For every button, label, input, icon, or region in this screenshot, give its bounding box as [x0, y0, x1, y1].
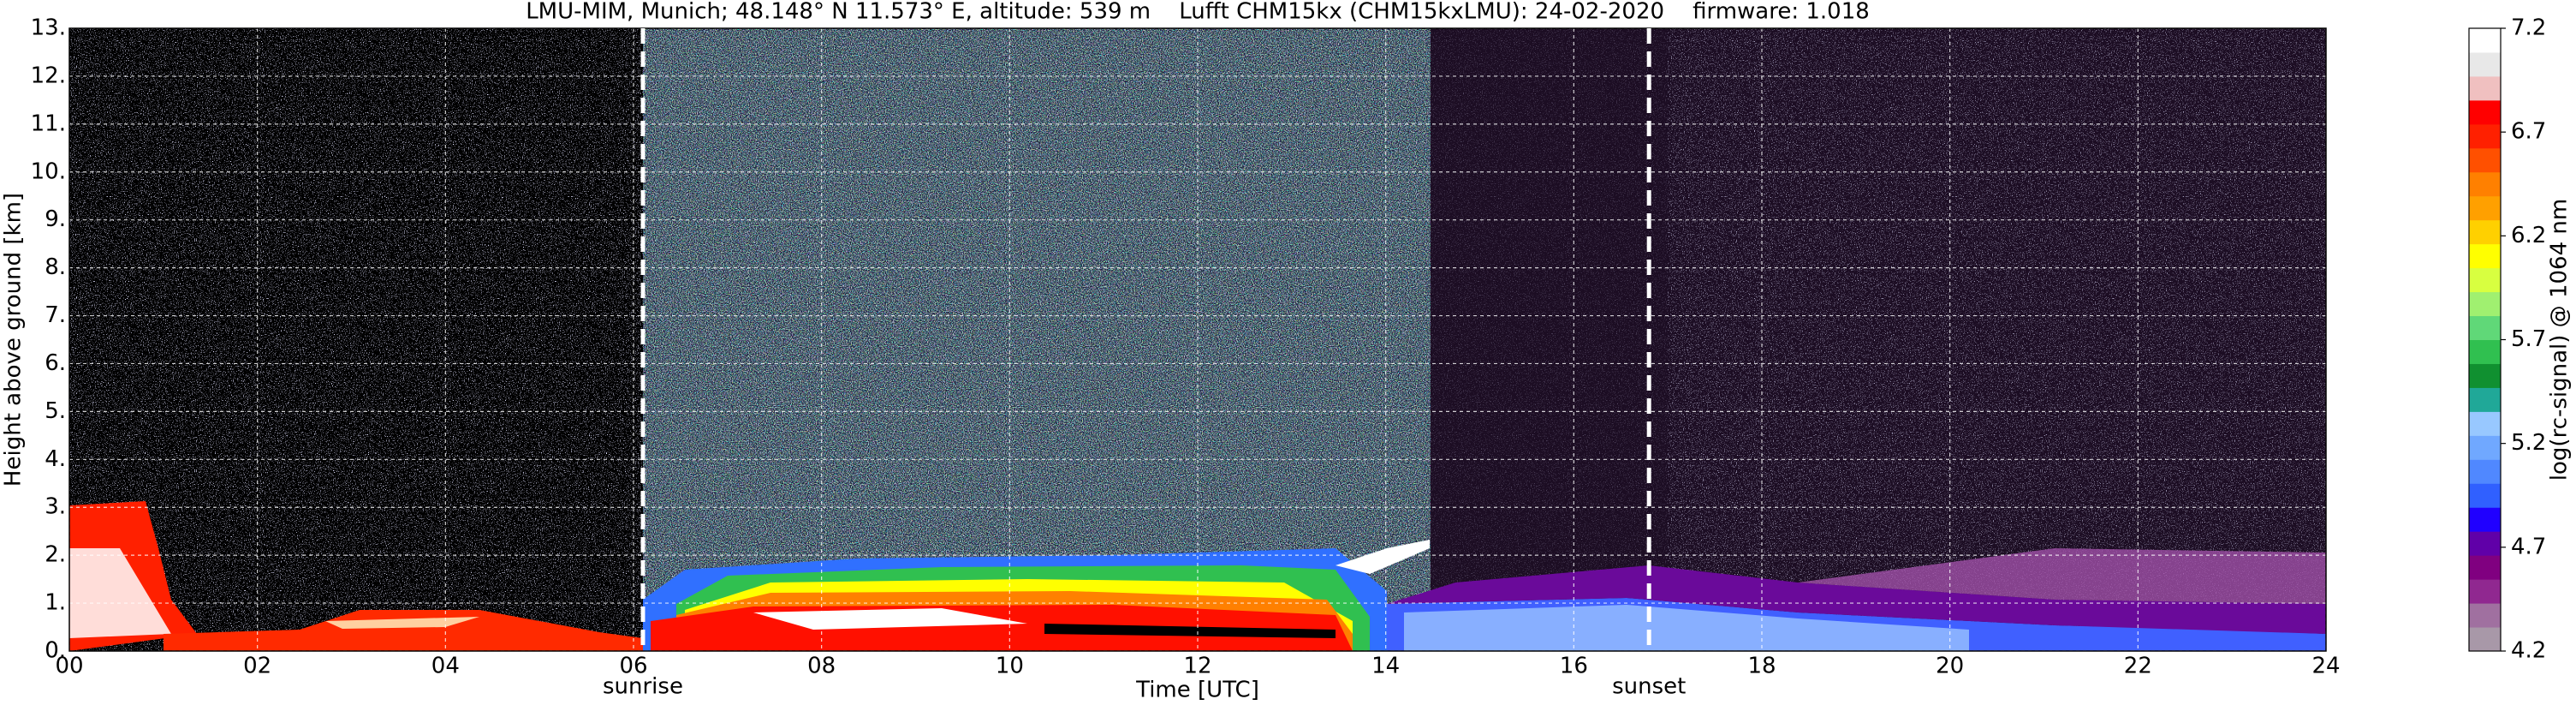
colorbar-tick-label: 6.7	[2511, 119, 2546, 145]
y-tick-label: 11.	[31, 111, 66, 136]
colorbar-swatch	[2469, 28, 2501, 53]
y-tick-label: 0.	[45, 638, 66, 664]
y-tick-label: 6.	[45, 350, 66, 376]
evening-purple	[1387, 565, 2326, 634]
colorbar-swatch	[2469, 291, 2501, 317]
y-axis-label: Height above ground [km]	[1, 193, 27, 487]
colorbar-swatch	[2469, 459, 2501, 484]
band-dark-line	[1044, 624, 1336, 638]
y-tick-label: 2.	[45, 542, 66, 568]
colorbar-swatch	[2469, 411, 2501, 436]
colorbar-swatch	[2469, 339, 2501, 364]
x-tick-label: 16	[1560, 654, 1588, 679]
annotation-label: sunrise	[603, 674, 683, 700]
colorbar-swatch	[2469, 555, 2501, 580]
x-tick-label: 08	[807, 654, 836, 679]
evening-speckle	[1668, 28, 2326, 651]
colorbar-swatch	[2469, 507, 2501, 532]
low-layer	[164, 610, 643, 651]
y-tick-label: 3.	[45, 494, 66, 520]
colorbar-tick-label: 6.2	[2511, 223, 2546, 248]
x-tick-label: 10	[996, 654, 1024, 679]
evening-lightblue	[1404, 605, 1969, 651]
x-tick-label: 00	[55, 654, 83, 679]
y-tick-label: 4.	[45, 446, 66, 472]
x-tick-label: 14	[1371, 654, 1400, 679]
colorbar-tick-label: 4.7	[2511, 534, 2546, 559]
cloud-streak	[1336, 540, 1430, 574]
x-tick-label: 20	[1936, 654, 1964, 679]
y-tick-label: 13.	[31, 15, 66, 41]
colorbar-swatch	[2469, 267, 2501, 293]
colorbar-swatch	[2469, 51, 2501, 77]
x-tick-label: 24	[2311, 654, 2340, 679]
y-tick-label: 8.	[45, 254, 66, 280]
x-tick-label: 02	[243, 654, 271, 679]
colorbar-swatch	[2469, 627, 2501, 652]
x-tick-label: 22	[2124, 654, 2152, 679]
colorbar-swatch	[2469, 219, 2501, 245]
evening-pink	[1798, 548, 2326, 604]
colorbar-swatch	[2469, 483, 2501, 508]
colorbar-swatch	[2469, 123, 2501, 149]
y-tick-label: 5.	[45, 398, 66, 424]
heatmap-texture	[69, 28, 2326, 651]
x-tick-label: 04	[431, 654, 460, 679]
colorbar-swatch	[2469, 99, 2501, 125]
colorbar-swatch	[2469, 603, 2501, 628]
y-tick-label: 1.	[45, 590, 66, 616]
y-tick-label: 12.	[31, 63, 66, 88]
y-tick-label: 7.	[45, 302, 66, 328]
plot-frame	[68, 27, 2327, 652]
x-tick-label: 06	[619, 654, 647, 679]
colorbar-tick-label: 5.7	[2511, 326, 2546, 352]
colorbar-tick-label: 5.2	[2511, 430, 2546, 456]
colorbar-swatch	[2469, 315, 2501, 340]
annotation-label: sunset	[1612, 674, 1686, 700]
colorbar-swatch	[2469, 579, 2501, 604]
colorbar-swatch	[2469, 243, 2501, 269]
day-speckle	[643, 28, 1431, 628]
colorbar-swatch	[2469, 75, 2501, 101]
colorbar-label: log(rc-signal) @ 1064 nm	[2547, 199, 2573, 481]
colorbar-tick-label: 4.2	[2511, 638, 2546, 664]
early-core	[69, 548, 171, 638]
colorbar-swatch	[2469, 363, 2501, 388]
colorbar-swatch	[2469, 171, 2501, 197]
colorbar-tick-label: 7.2	[2511, 15, 2546, 41]
colorbar-swatch	[2469, 387, 2501, 412]
colorbar-swatch	[2469, 435, 2501, 460]
x-tick-label: 12	[1183, 654, 1211, 679]
low-layer-core	[325, 617, 479, 629]
y-tick-label: 9.	[45, 206, 66, 232]
colorbar-swatch	[2469, 195, 2501, 221]
y-tick-label: 10.	[31, 158, 66, 184]
x-tick-label: 18	[1747, 654, 1776, 679]
x-axis-label: Time [UTC]	[1135, 678, 1259, 703]
colorbar-swatch	[2469, 531, 2501, 556]
colorbar-swatch	[2469, 147, 2501, 173]
chart-title: LMU-MIM, Munich; 48.148° N 11.573° E, al…	[526, 0, 1870, 25]
